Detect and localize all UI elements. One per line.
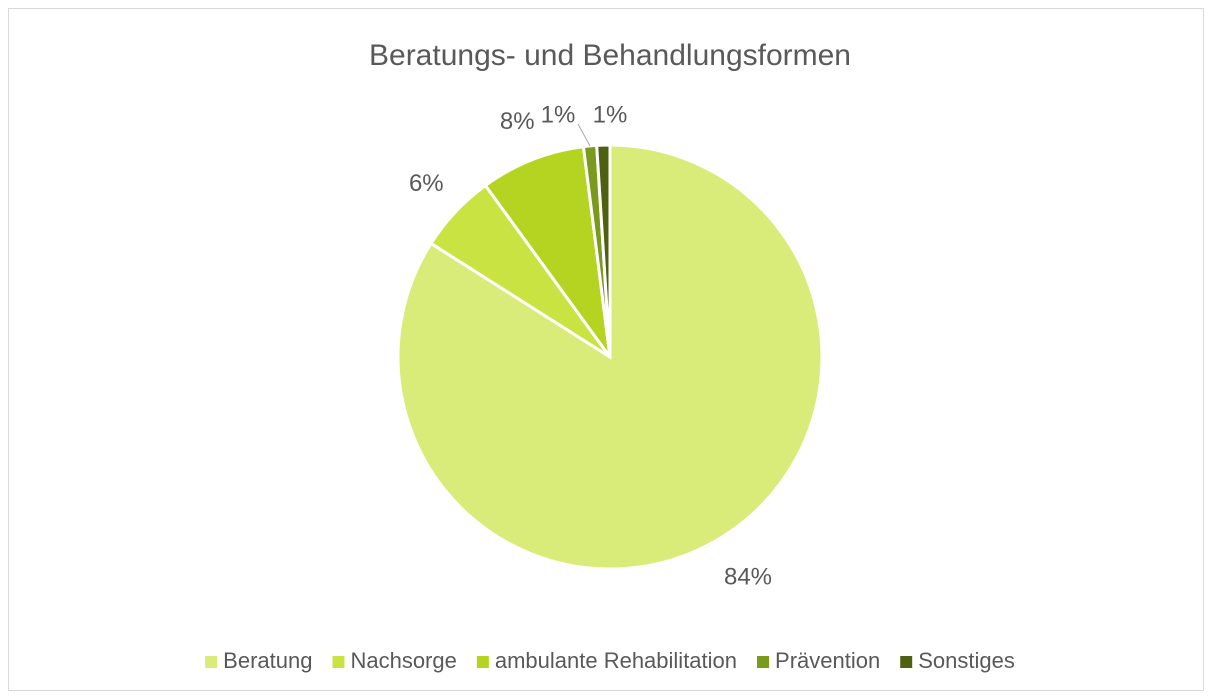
data-label: 84% [724,563,772,590]
data-label: 1% [541,101,576,128]
pie-slice [396,143,824,571]
legend-label: Sonstiges [918,648,1015,673]
legend-label: Beratung [223,648,312,673]
legend: Beratung Nachsorge ambulante Rehabilitatio… [205,648,1015,673]
legend-swatch [205,656,218,668]
legend-label: ambulante Rehabilitation [495,648,737,673]
legend-label: Nachsorge [350,648,456,673]
data-label: 8% [500,108,535,135]
pie-slice [595,143,612,358]
leader-line [577,123,591,147]
data-label: 6% [409,170,444,197]
pie-slice [483,144,612,358]
legend-swatch [900,656,913,668]
chart-title: Beratungs- und Behandlungsformen [369,39,851,72]
legend-swatch [476,656,489,668]
legend-label: Prävention [775,648,880,673]
legend-swatch [332,656,345,668]
data-label: 1% [593,101,628,128]
legend-swatch [757,656,770,668]
